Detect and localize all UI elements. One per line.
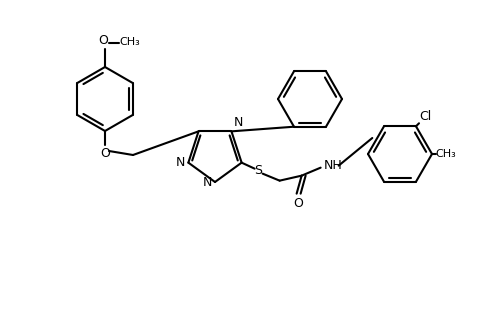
Text: N: N [176, 156, 185, 169]
Text: O: O [294, 197, 303, 210]
Text: CH₃: CH₃ [435, 149, 456, 159]
Text: N: N [202, 175, 212, 189]
Text: O: O [100, 147, 110, 160]
Text: Cl: Cl [419, 110, 431, 123]
Text: NH: NH [324, 159, 343, 172]
Text: N: N [234, 116, 243, 129]
Text: O: O [98, 34, 108, 47]
Text: S: S [253, 164, 262, 177]
Text: CH₃: CH₃ [119, 37, 140, 47]
